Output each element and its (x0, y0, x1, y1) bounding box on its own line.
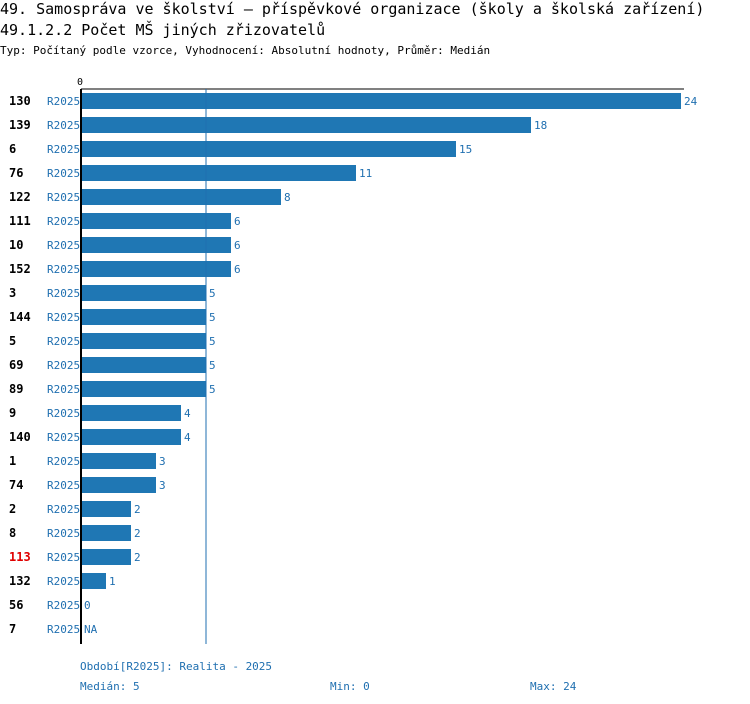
category-label: 5 (9, 334, 16, 348)
category-label: 56 (9, 598, 23, 612)
category-label: 130 (9, 94, 31, 108)
series-label: R2025 (47, 191, 80, 204)
bar (81, 261, 231, 277)
value-label: 5 (209, 359, 216, 372)
category-label: 7 (9, 622, 16, 636)
category-label: 6 (9, 142, 16, 156)
bar (81, 477, 156, 493)
series-label: R2025 (47, 599, 80, 612)
chart-subtitle: 49.1.2.2 Počet MŠ jiných zřizovatelů (0, 21, 326, 39)
bar (81, 549, 131, 565)
min-stat: Min: 0 (330, 680, 370, 693)
value-label: 15 (459, 143, 472, 156)
value-label: 3 (159, 455, 166, 468)
category-label: 1 (9, 454, 16, 468)
category-label: 3 (9, 286, 16, 300)
series-label: R2025 (47, 143, 80, 156)
bar (81, 165, 356, 181)
value-label: 24 (684, 95, 698, 108)
category-label: 89 (9, 382, 23, 396)
value-label: 5 (209, 287, 216, 300)
category-label: 139 (9, 118, 31, 132)
series-label: R2025 (47, 119, 80, 132)
value-label: 4 (184, 407, 191, 420)
value-label: 8 (284, 191, 291, 204)
bar (81, 285, 206, 301)
value-label: 11 (359, 167, 372, 180)
value-label: 6 (234, 263, 241, 276)
bar (81, 381, 206, 397)
bar (81, 117, 531, 133)
bar (81, 453, 156, 469)
category-label: 8 (9, 526, 16, 540)
bar (81, 309, 206, 325)
bar (81, 237, 231, 253)
category-label: 122 (9, 190, 31, 204)
series-label: R2025 (47, 575, 80, 588)
bar (81, 93, 681, 109)
category-label: 111 (9, 214, 31, 228)
series-label: R2025 (47, 551, 80, 564)
series-label: R2025 (47, 167, 80, 180)
chart-type-info: Typ: Počítaný podle vzorce, Vyhodnocení:… (0, 44, 491, 57)
category-label: 144 (9, 310, 31, 324)
category-label: 113 (9, 550, 31, 564)
period-legend: Období[R2025]: Realita - 2025 (80, 660, 273, 673)
series-label: R2025 (47, 623, 80, 636)
value-label: 18 (534, 119, 547, 132)
category-label: 2 (9, 502, 16, 516)
series-label: R2025 (47, 263, 80, 276)
category-label: 9 (9, 406, 16, 420)
bar (81, 333, 206, 349)
category-label: 140 (9, 430, 31, 444)
series-label: R2025 (47, 503, 80, 516)
series-label: R2025 (47, 95, 80, 108)
value-label: 5 (209, 335, 216, 348)
value-label: 6 (234, 239, 241, 252)
bar (81, 501, 131, 517)
category-label: 152 (9, 262, 31, 276)
value-label: 5 (209, 383, 216, 396)
value-label: 5 (209, 311, 216, 324)
bar (81, 573, 106, 589)
series-label: R2025 (47, 215, 80, 228)
chart-title: 49. Samospráva ve školství – příspěvkové… (0, 0, 705, 18)
category-label: 74 (9, 478, 23, 492)
value-label: 1 (109, 575, 116, 588)
series-label: R2025 (47, 359, 80, 372)
value-label: 4 (184, 431, 191, 444)
series-label: R2025 (47, 383, 80, 396)
median-stat: Medián: 5 (80, 680, 140, 693)
series-label: R2025 (47, 479, 80, 492)
category-label: 132 (9, 574, 31, 588)
series-label: R2025 (47, 287, 80, 300)
series-label: R2025 (47, 527, 80, 540)
value-label: 2 (134, 503, 141, 516)
value-label: 2 (134, 527, 141, 540)
category-label: 10 (9, 238, 23, 252)
bar (81, 189, 281, 205)
value-label: 3 (159, 479, 166, 492)
value-label: 2 (134, 551, 141, 564)
bar (81, 429, 181, 445)
series-label: R2025 (47, 431, 80, 444)
value-label: NA (84, 623, 98, 636)
series-label: R2025 (47, 407, 80, 420)
bar (81, 213, 231, 229)
series-label: R2025 (47, 311, 80, 324)
bar (81, 357, 206, 373)
series-label: R2025 (47, 239, 80, 252)
series-label: R2025 (47, 455, 80, 468)
max-stat: Max: 24 (530, 680, 577, 693)
series-label: R2025 (47, 335, 80, 348)
bar (81, 141, 456, 157)
bar (81, 405, 181, 421)
category-label: 76 (9, 166, 23, 180)
value-label: 6 (234, 215, 241, 228)
category-label: 69 (9, 358, 23, 372)
x-axis-zero-label: 0 (77, 77, 83, 88)
bar (81, 525, 131, 541)
value-label: 0 (84, 599, 91, 612)
